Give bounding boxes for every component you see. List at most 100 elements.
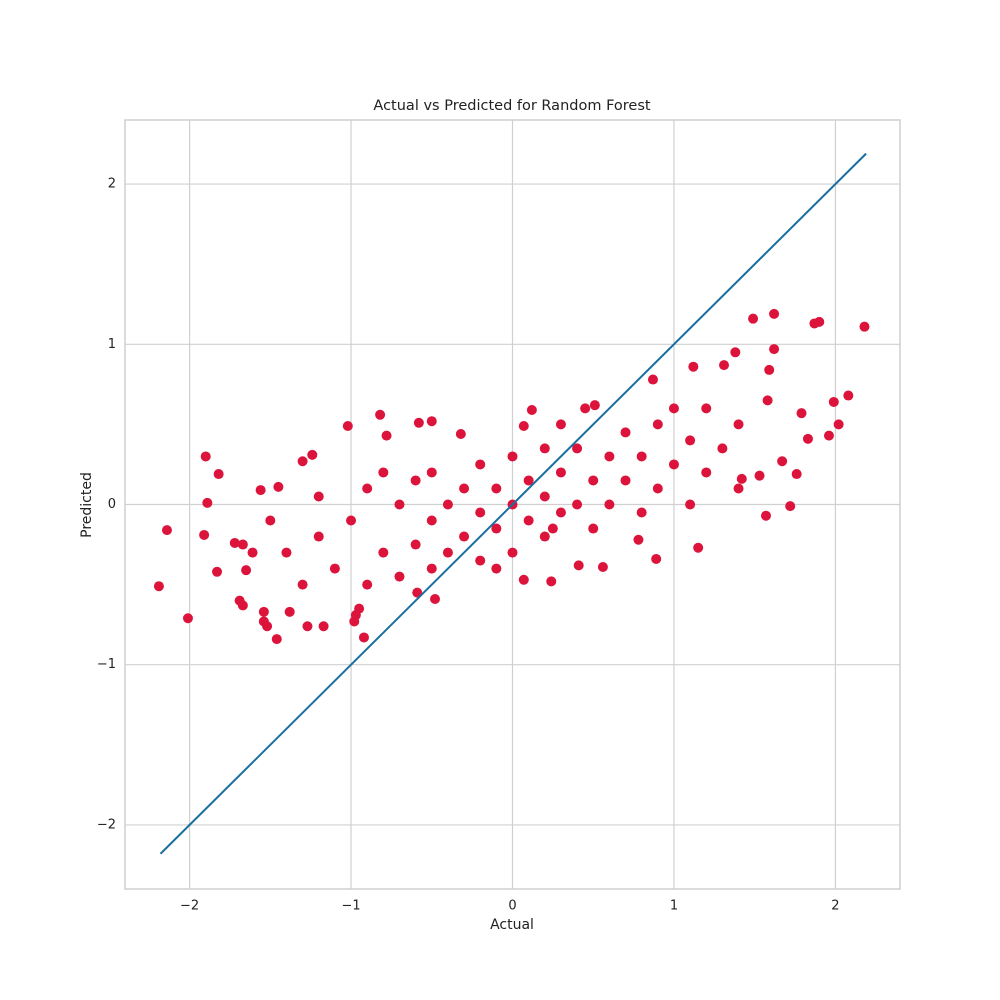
point xyxy=(652,483,663,494)
point xyxy=(202,497,213,508)
point xyxy=(717,443,728,454)
point xyxy=(769,308,780,319)
point xyxy=(652,419,663,430)
y-tick-label: −1 xyxy=(97,657,116,672)
point xyxy=(791,469,802,480)
point xyxy=(182,613,193,624)
y-tick-label: 1 xyxy=(108,337,116,352)
point xyxy=(588,475,599,486)
point xyxy=(229,537,240,548)
point xyxy=(475,555,486,566)
point xyxy=(589,400,600,411)
point xyxy=(762,395,773,406)
x-tick-label: −1 xyxy=(341,899,360,914)
point xyxy=(736,473,747,484)
point xyxy=(459,483,470,494)
point xyxy=(597,561,608,572)
point xyxy=(636,451,647,462)
point xyxy=(685,499,696,510)
point xyxy=(281,547,292,558)
point xyxy=(258,606,269,617)
point xyxy=(539,443,550,454)
point xyxy=(604,451,615,462)
point xyxy=(833,419,844,430)
point xyxy=(153,581,164,592)
point xyxy=(271,634,282,645)
point xyxy=(633,534,644,545)
point xyxy=(688,361,699,372)
point xyxy=(459,531,470,542)
point xyxy=(620,475,631,486)
point xyxy=(843,390,854,401)
point xyxy=(394,571,405,582)
point xyxy=(430,594,440,605)
x-tick-label: 2 xyxy=(831,899,839,914)
point xyxy=(507,547,518,558)
point xyxy=(507,451,518,462)
y-axis-label: Predicted xyxy=(79,472,95,538)
point xyxy=(378,467,389,478)
point xyxy=(426,416,437,427)
point xyxy=(426,467,437,478)
point xyxy=(733,419,744,430)
point xyxy=(828,396,839,407)
point xyxy=(491,523,502,534)
point xyxy=(604,499,615,510)
point xyxy=(555,419,566,430)
point xyxy=(760,510,771,521)
point xyxy=(796,408,807,419)
point xyxy=(284,606,295,617)
point xyxy=(375,409,386,420)
point xyxy=(213,469,224,480)
point xyxy=(381,430,392,441)
point xyxy=(573,560,584,571)
point xyxy=(572,499,583,510)
y-tick-label: −2 xyxy=(97,817,116,832)
point xyxy=(362,483,373,494)
point xyxy=(769,344,780,355)
point xyxy=(733,483,744,494)
point xyxy=(823,430,834,441)
point xyxy=(413,417,424,428)
point xyxy=(455,429,466,440)
x-tick-label: 1 xyxy=(670,899,678,914)
point xyxy=(647,374,658,385)
point xyxy=(297,456,308,467)
point xyxy=(802,433,813,444)
point xyxy=(523,515,534,526)
point xyxy=(358,632,369,643)
point xyxy=(668,403,679,414)
point xyxy=(701,467,712,478)
point xyxy=(262,621,273,632)
point xyxy=(693,542,704,553)
point xyxy=(719,360,730,371)
point xyxy=(265,515,276,526)
point xyxy=(491,483,502,494)
point xyxy=(302,621,313,632)
point xyxy=(701,403,712,414)
point xyxy=(426,515,437,526)
point xyxy=(354,603,365,614)
point xyxy=(241,565,252,576)
point xyxy=(539,491,550,502)
point xyxy=(410,475,421,486)
point xyxy=(313,491,324,502)
point xyxy=(199,529,210,540)
point xyxy=(378,547,389,558)
x-tick-label: 0 xyxy=(508,899,516,914)
point xyxy=(475,459,486,470)
point xyxy=(307,449,318,460)
point xyxy=(212,566,223,577)
point xyxy=(442,547,453,558)
point xyxy=(668,459,679,470)
point xyxy=(730,347,741,358)
point xyxy=(518,420,529,431)
point xyxy=(777,456,788,467)
point xyxy=(297,579,308,590)
point xyxy=(547,523,558,534)
point xyxy=(247,547,258,558)
point xyxy=(237,539,248,550)
point xyxy=(342,420,353,431)
point xyxy=(814,316,825,327)
